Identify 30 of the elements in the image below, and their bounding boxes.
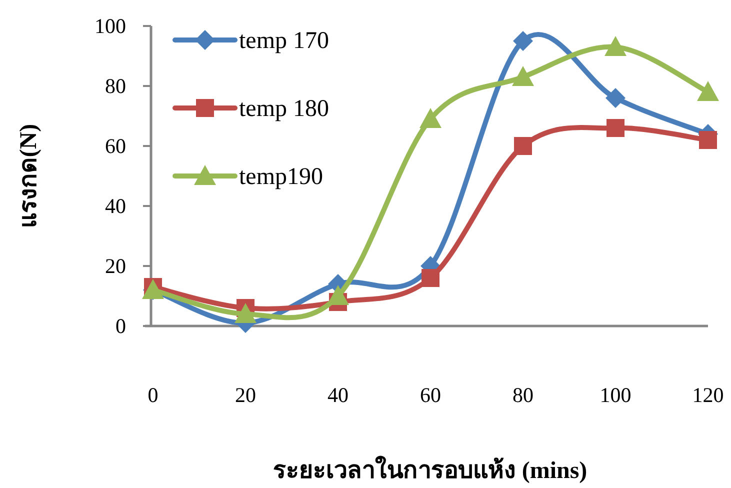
legend-label: temp 170 xyxy=(239,28,329,54)
x-tick-label: 100 xyxy=(600,383,632,407)
point xyxy=(699,131,717,149)
point xyxy=(234,303,256,323)
y-tick-label: 60 xyxy=(105,134,126,158)
y-tick-label: 20 xyxy=(105,254,126,278)
point xyxy=(422,269,440,287)
point xyxy=(420,108,442,128)
point xyxy=(513,31,533,51)
point xyxy=(604,36,626,56)
x-tick-label: 20 xyxy=(235,383,256,407)
x-tick-label: 120 xyxy=(692,383,724,407)
y-tick-label: 80 xyxy=(105,74,126,98)
x-tick-label: 60 xyxy=(420,383,441,407)
point xyxy=(327,285,349,305)
y-tick-label: 40 xyxy=(105,194,126,218)
legend-label: temp 180 xyxy=(239,96,329,122)
y-axis-title: แรงกด(N) xyxy=(16,124,42,228)
point xyxy=(512,66,534,86)
y-tick-label: 0 xyxy=(116,314,126,338)
x-tick-label: 40 xyxy=(328,383,348,407)
y-tick-label: 100 xyxy=(94,14,126,38)
legend-label: temp190 xyxy=(239,164,323,190)
point xyxy=(606,119,624,137)
point xyxy=(697,81,719,101)
x-axis-title: ระยะเวลาในการอบแห้ง (mins) xyxy=(272,455,588,484)
x-tick-label: 80 xyxy=(512,383,534,407)
x-tick-label: 0 xyxy=(148,383,158,407)
point xyxy=(514,137,532,155)
point xyxy=(606,88,626,108)
